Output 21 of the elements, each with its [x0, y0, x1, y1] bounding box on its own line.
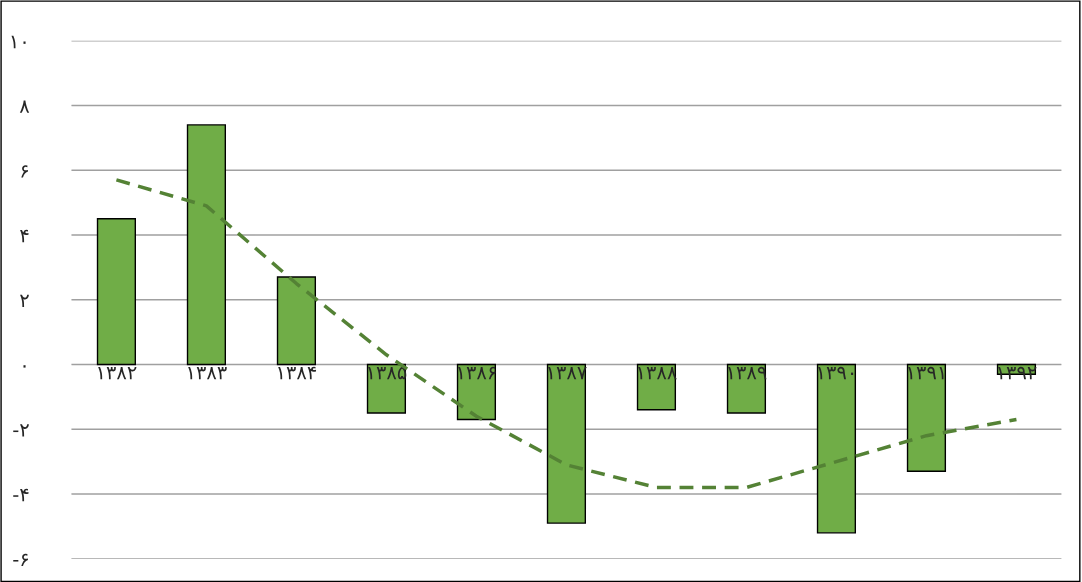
bar	[276, 276, 317, 366]
x-tick-label: ۱۳۸۲	[98, 366, 137, 380]
x-tick-label: ۱۳۹۰	[818, 366, 854, 380]
y-tick-label: ۰	[23, 365, 26, 368]
bar	[96, 218, 137, 366]
bar	[186, 124, 227, 366]
y-tick-label: -۴	[13, 488, 29, 502]
bar	[546, 363, 587, 524]
y-tick-label: -۲	[13, 424, 29, 437]
x-tick-label: ۱۳۸۳	[188, 366, 227, 380]
y-tick-label: -۶	[13, 553, 28, 567]
bar	[906, 363, 947, 473]
x-tick-label: ۱۳۹۱	[908, 366, 944, 380]
x-tick-label: ۱۳۸۴	[278, 366, 317, 380]
y-tick-label: ۶	[21, 165, 28, 178]
x-tick-label: ۱۳۹۲	[998, 366, 1037, 380]
bar	[816, 363, 857, 534]
y-tick-label: ۲	[20, 294, 29, 308]
y-tick-label: ۸	[19, 100, 30, 113]
y-tick-label: ۱۰	[11, 35, 26, 49]
y-tick-label: ۴	[20, 229, 29, 243]
